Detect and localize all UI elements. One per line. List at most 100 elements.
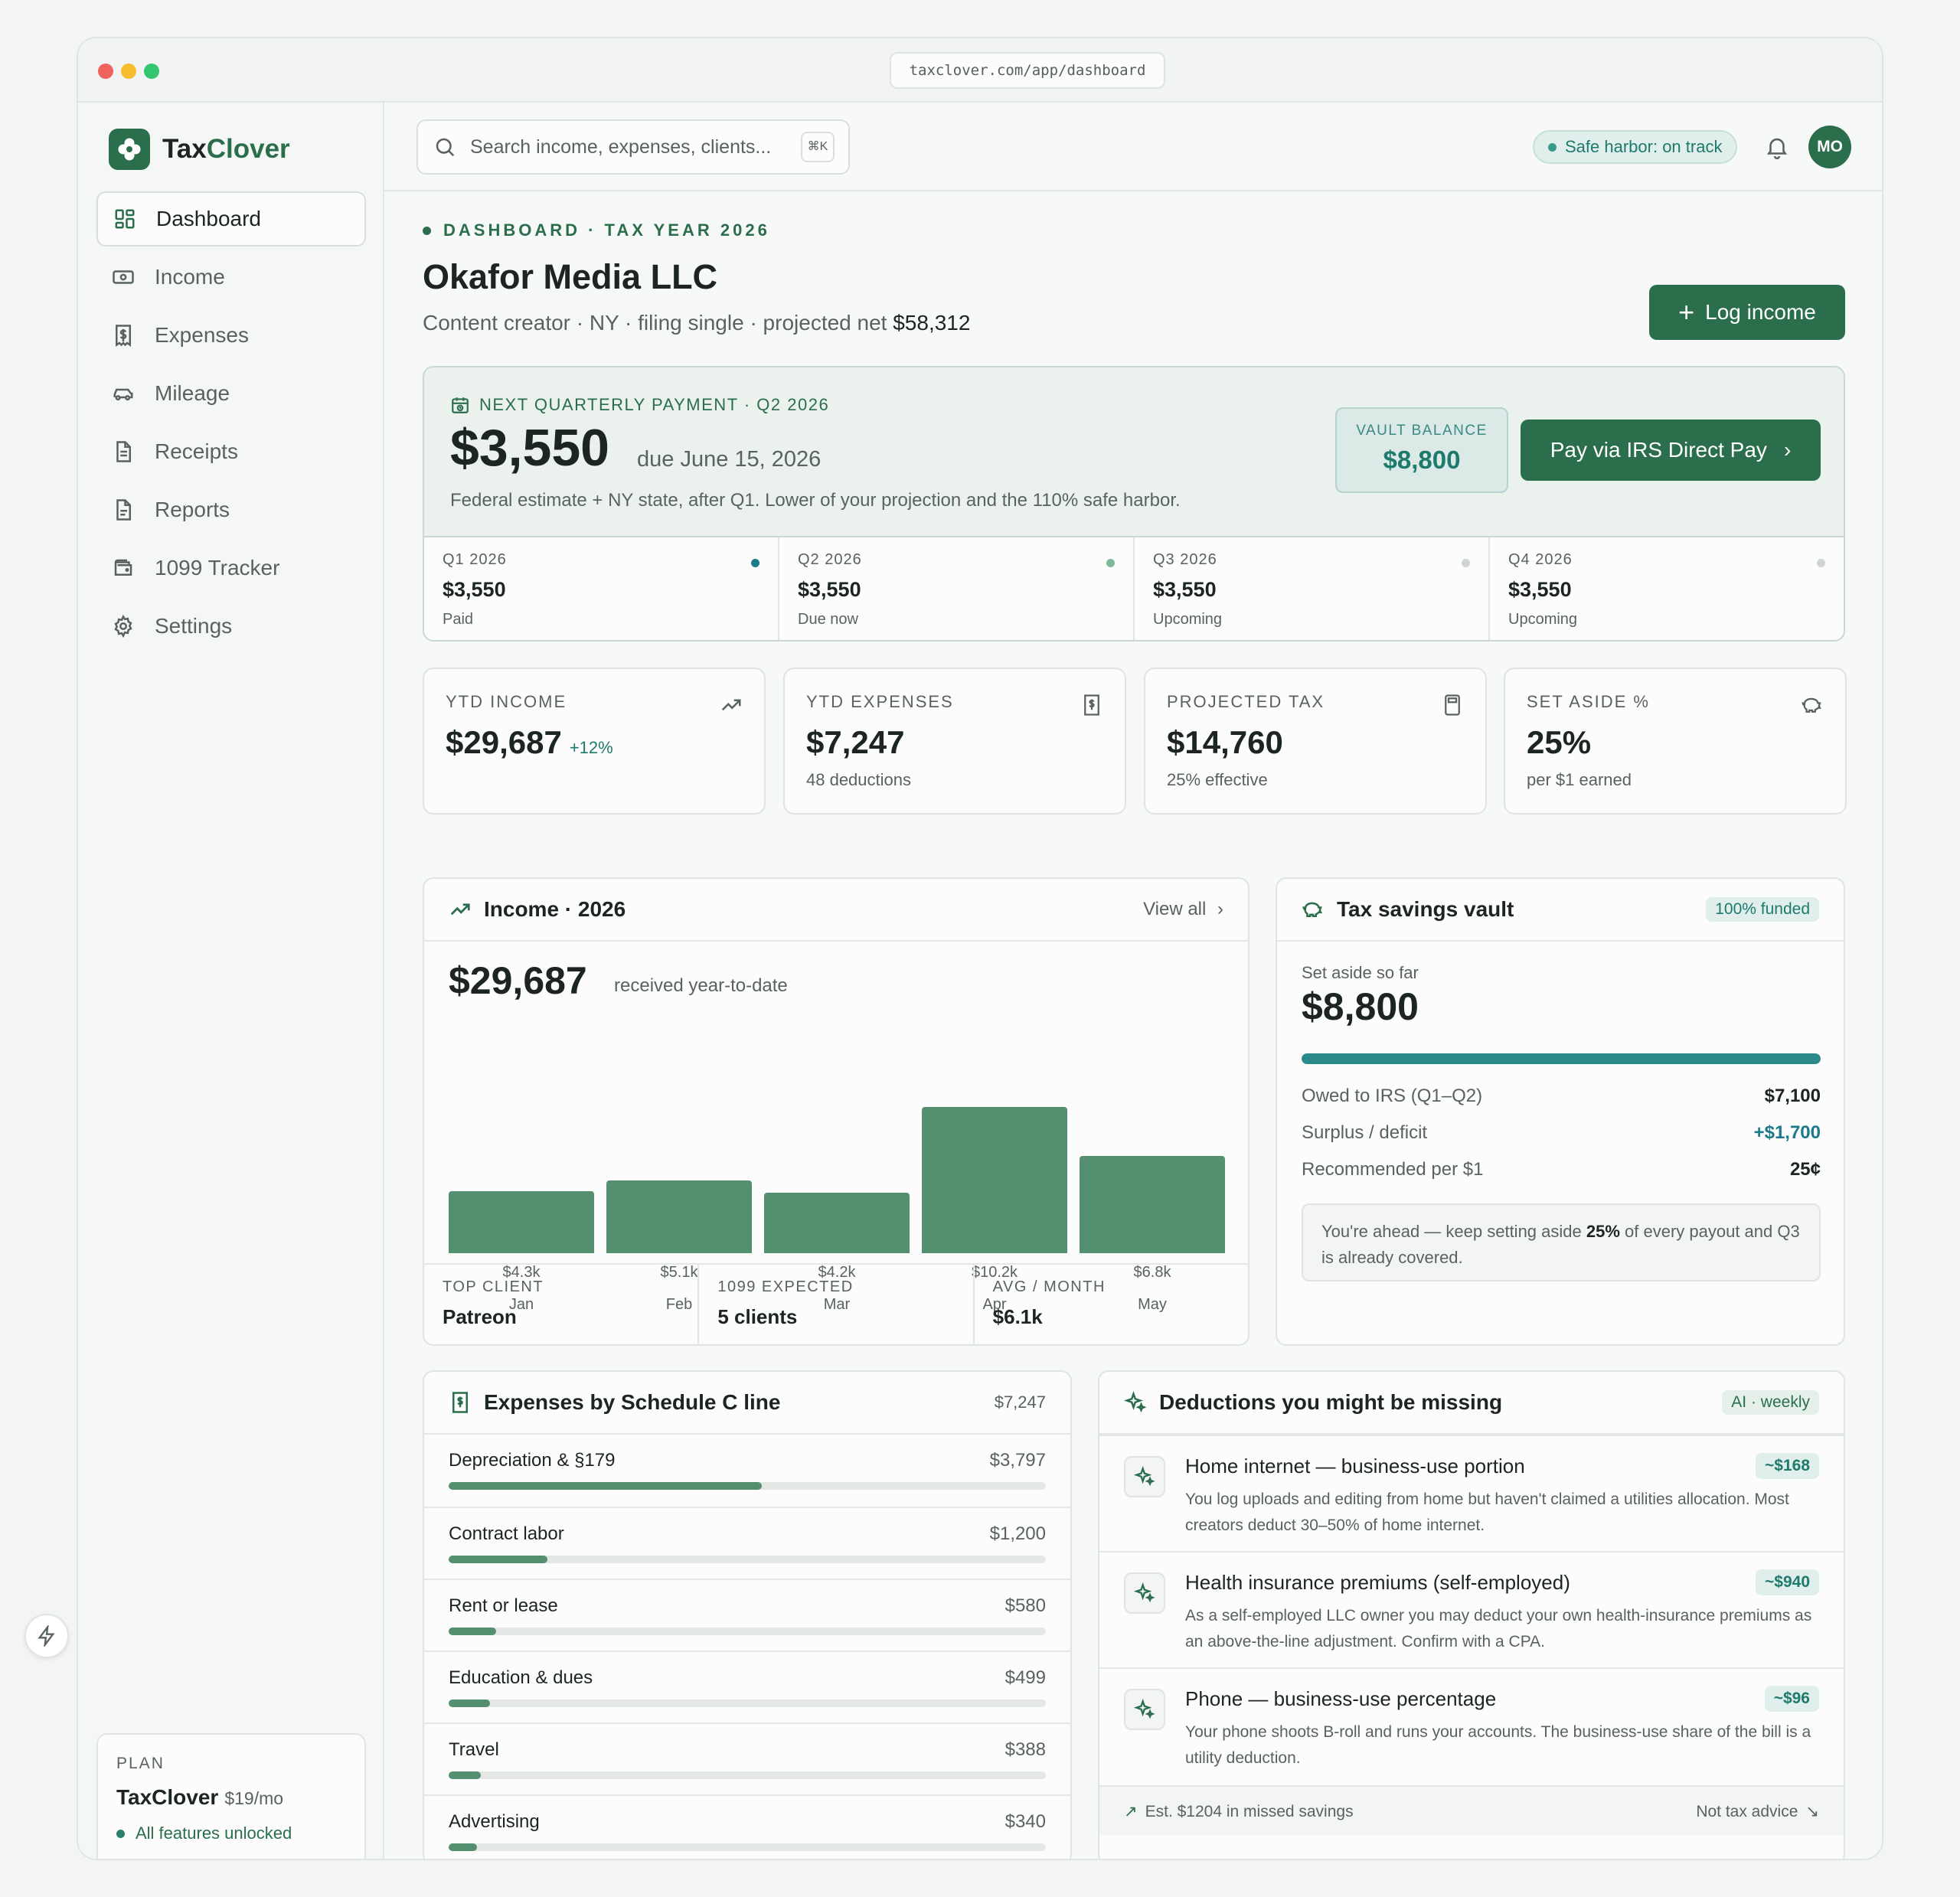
bar-category-label: Apr [982,1296,1007,1313]
sparkles-icon [1124,1572,1165,1614]
income-bar-feb[interactable] [606,1180,752,1253]
trending-up-icon [450,903,470,916]
income-bar-chart: $4.3k Jan $5.1k Feb $4.2k Mar $10.2k Apr $6.8k Ma… [424,879,1248,1344]
arrow-up-right-icon: ↗ [1124,1803,1138,1820]
bar-value-label: $4.3k [502,1264,541,1281]
income-bar-mar[interactable] [764,1193,910,1253]
sidebar-item-mileage[interactable]: Mileage [96,366,366,421]
grid-icon [115,209,135,229]
vault-label: Set aside so far [1302,963,1419,982]
sidebar-item-dashboard[interactable]: Dashboard [96,191,366,247]
sidebar: TaxClover Dashboard Income Expenses Mile… [78,103,384,1859]
expense-row[interactable]: Advertising $340 [424,1794,1070,1859]
income-card: Income · 2026 View all › $29,687 receive… [423,877,1250,1346]
sidebar-item-income[interactable]: Income [96,250,366,305]
quick-action-button[interactable] [24,1614,69,1658]
expense-value: $499 [1004,1667,1046,1688]
income-bar-apr[interactable] [922,1107,1067,1253]
bar-category-label: May [1138,1296,1167,1313]
quarter-item[interactable]: Q2 2026 $3,550 Due now [779,537,1135,640]
quarter-item[interactable]: Q1 2026 $3,550 Paid [424,537,779,640]
tax-savings-vault-card: Tax savings vault 100% funded Set aside … [1276,877,1845,1346]
minimize-window-button[interactable] [121,64,136,79]
plan-card[interactable]: PLAN TaxClover $19/mo All features unlock… [96,1733,366,1859]
search-input[interactable]: Search income, expenses, clients... ⌘K [416,119,850,175]
sidebar-item-label: Income [155,265,225,289]
deductions-footer: ↗ Est. $1204 in missed savings Not tax ad… [1099,1785,1844,1836]
maximize-window-button[interactable] [144,64,159,79]
sidebar-item-settings[interactable]: Settings [96,599,366,654]
not-tax-advice-link[interactable]: Not tax advice ↘ [1696,1803,1819,1820]
sidebar-item-label: Receipts [155,439,238,463]
vault-amount: $8,800 [1302,985,1419,1028]
expenses-card-header: Expenses by Schedule C line $7,247 [424,1372,1070,1435]
sidebar-item-label: 1099 Tracker [155,556,280,580]
kpi-row: YTD INCOME $29,687 +12% YTD EXPENSES $7,2… [423,668,1847,815]
deduction-item[interactable]: Health insurance premiums (self-employed… [1099,1551,1844,1667]
kpi-projected-tax[interactable]: PROJECTED TAX $14,760 25% effective [1144,668,1487,815]
expense-bar-fill [449,1771,481,1779]
bar-category-label: Jan [508,1296,534,1313]
income-bar-may[interactable] [1080,1155,1225,1253]
status-dot [1817,559,1825,567]
income-amount-label: received year-to-date [614,975,788,996]
report-icon [116,499,131,521]
quarter-item[interactable]: Q4 2026 $3,550 Upcoming [1490,537,1844,640]
expense-bar [449,1771,1046,1779]
expense-label: Depreciation & §179 [449,1450,616,1471]
expense-bar [449,1843,1046,1851]
expense-label: Advertising [449,1811,540,1832]
missed-savings-link[interactable]: ↗ Est. $1204 in missed savings [1124,1803,1354,1820]
view-all-link[interactable]: View all › [1143,899,1223,919]
sidebar-item-1099-tracker[interactable]: 1099 Tracker [96,540,366,596]
expense-bar-fill [449,1482,762,1490]
ai-weekly-badge: AI · weekly [1722,1390,1819,1415]
expense-value: $1,200 [989,1523,1046,1544]
expense-row[interactable]: Contract labor $1,200 [424,1507,1070,1579]
kpi-ytd-income[interactable]: YTD INCOME $29,687 +12% [423,668,766,815]
savings-badge: ~$168 [1756,1453,1819,1479]
kpi-set-aside[interactable]: SET ASIDE % 25% per $1 earned [1504,668,1847,815]
vault-row: Recommended per $1 25¢ [1302,1159,1821,1180]
bar-value-label: $5.1k [660,1264,698,1281]
address-bar[interactable]: taxclover.com/app/dashboard [890,52,1165,89]
brand-logo[interactable]: TaxClover [109,129,290,170]
notifications-button[interactable] [1764,133,1790,165]
income-amount: $29,687 [449,959,587,1002]
pay-irs-button[interactable]: Pay via IRS Direct Pay › [1521,420,1821,481]
expense-row[interactable]: Depreciation & §179 $3,797 [424,1435,1070,1507]
vault-progress-fill [1302,1053,1821,1064]
avatar[interactable]: MO [1808,126,1851,168]
expense-row[interactable]: Travel $388 [424,1722,1070,1794]
expense-bar-fill [449,1628,497,1635]
sidebar-item-reports[interactable]: Reports [96,482,366,537]
bar-category-label: Feb [665,1296,693,1313]
vault-note: You're ahead — keep setting aside 25% of… [1302,1203,1821,1282]
expense-row[interactable]: Rent or lease $580 [424,1579,1070,1650]
expense-value: $340 [1004,1811,1046,1832]
keyboard-shortcut: ⌘K [801,132,835,162]
bar-category-label: Mar [823,1296,851,1313]
income-bar-jan[interactable] [449,1191,594,1253]
safe-harbor-badge[interactable]: Safe harbor: on track [1533,130,1738,164]
sidebar-item-label: Settings [155,614,233,638]
sidebar-item-receipts[interactable]: Receipts [96,424,366,479]
vault-card-header: Tax savings vault 100% funded [1277,879,1844,942]
plan-label: PLAN [116,1755,165,1772]
plan-name: TaxClover $19/mo [116,1785,284,1809]
sidebar-item-expenses[interactable]: Expenses [96,308,366,363]
log-income-button[interactable]: + Log income [1649,285,1845,340]
chevron-right-icon: › [1783,438,1792,462]
savings-badge: ~$96 [1764,1686,1819,1712]
sidebar-item-label: Mileage [155,381,230,405]
expense-row[interactable]: Education & dues $499 [424,1650,1070,1722]
calendar-clock-icon [452,397,469,413]
deduction-item[interactable]: Phone — business-use percentage Your pho… [1099,1667,1844,1784]
bar-value-label: $6.8k [1133,1264,1171,1281]
deduction-item[interactable]: Home internet — business-use portion You… [1099,1435,1844,1551]
search-icon [436,138,455,157]
receipt-icon [452,1392,468,1413]
quarter-item[interactable]: Q3 2026 $3,550 Upcoming [1135,537,1490,640]
close-window-button[interactable] [98,64,113,79]
kpi-ytd-expenses[interactable]: YTD EXPENSES $7,247 48 deductions [783,668,1126,815]
